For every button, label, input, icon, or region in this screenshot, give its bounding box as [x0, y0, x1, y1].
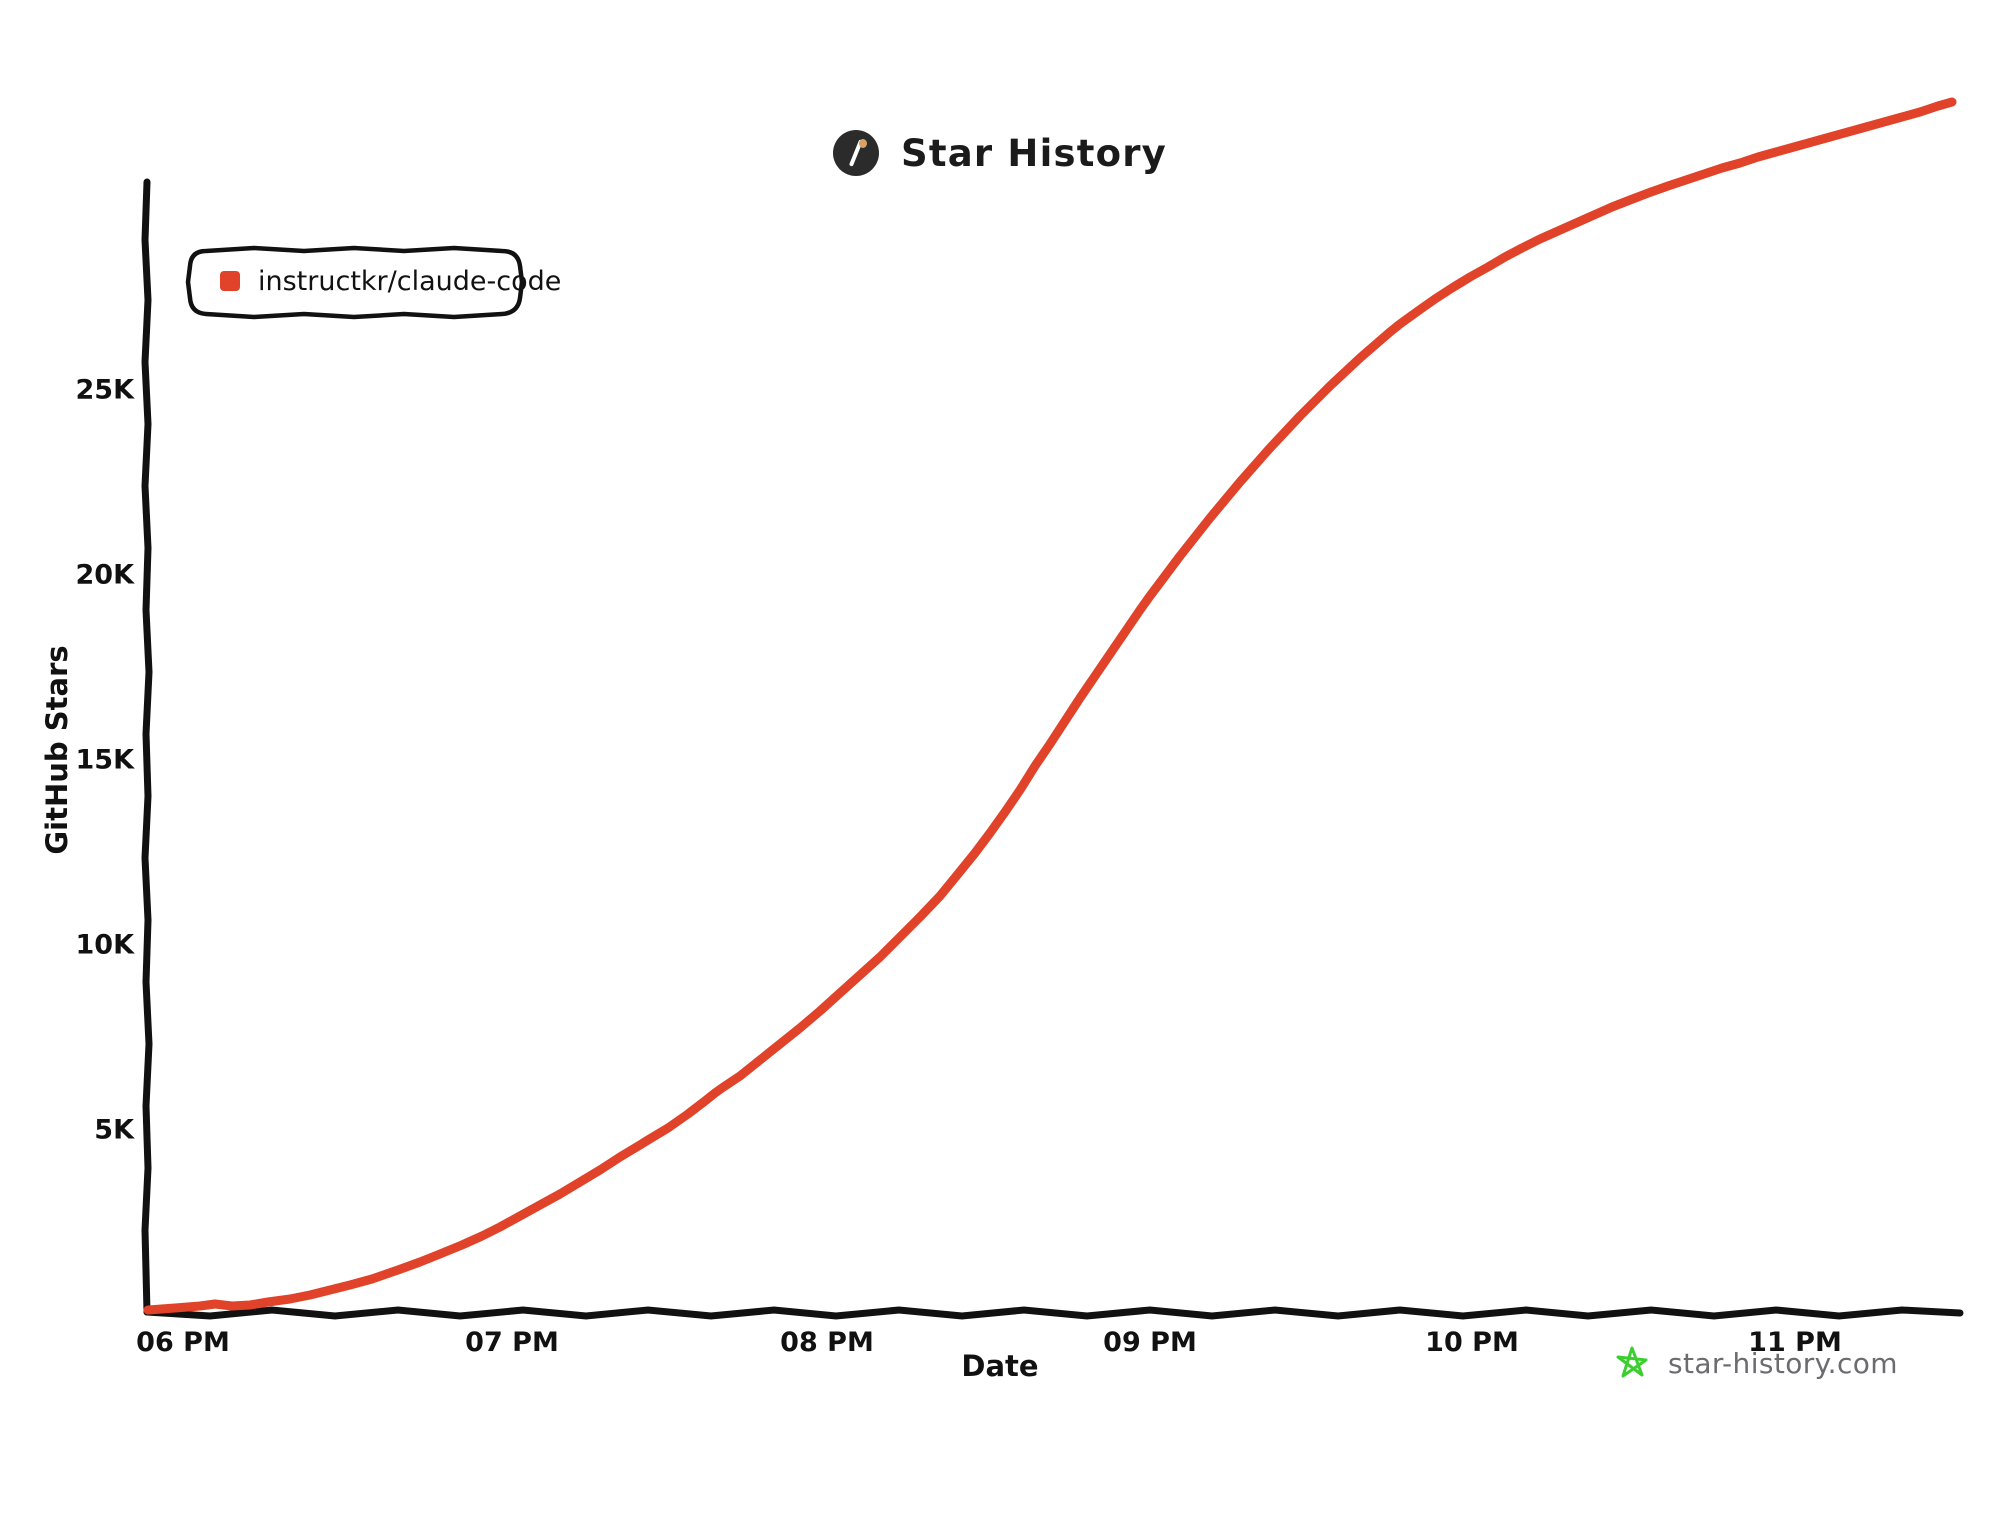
x-tick-label-07pm: 07 PM — [465, 1327, 559, 1358]
x-tick-label-11pm: 11 PM — [1748, 1327, 1842, 1358]
legend-swatch-instructkr-claude-code — [220, 271, 240, 291]
star-history-logo-icon — [833, 130, 879, 176]
watermark-text: star-history.com — [1668, 1346, 1898, 1380]
y-axis-line — [141, 178, 153, 1316]
x-axis-title: Date — [961, 1349, 1039, 1383]
legend-label-instructkr-claude-code: instructkr/claude-code — [258, 265, 562, 297]
watermark[interactable]: star-history.com — [1612, 1343, 1898, 1383]
x-axis-line — [143, 1306, 1964, 1320]
green-star-icon — [1616, 1346, 1648, 1378]
y-tick-label-20k: 20K — [75, 559, 135, 591]
page-title: Star History — [901, 131, 1167, 175]
series-line-instructkr-claude-code — [143, 97, 1957, 1315]
x-tick-label-10pm: 10 PM — [1425, 1327, 1519, 1358]
x-tick-label-06pm: 06 PM — [136, 1327, 230, 1358]
legend-box — [185, 245, 525, 320]
y-tick-label-5k: 5K — [94, 1114, 134, 1146]
y-axis-title: GitHub Stars — [40, 645, 74, 855]
chart-title-bar: Star History — [0, 118, 2000, 188]
y-tick-label-25k: 25K — [75, 374, 135, 406]
x-tick-label-08pm: 08 PM — [780, 1327, 874, 1358]
y-tick-label-10k: 10K — [75, 929, 135, 961]
x-tick-label-09pm: 09 PM — [1103, 1327, 1197, 1358]
chart-legend[interactable]: instructkr/claude-code — [196, 248, 587, 314]
y-tick-label-15k: 15K — [75, 744, 135, 776]
